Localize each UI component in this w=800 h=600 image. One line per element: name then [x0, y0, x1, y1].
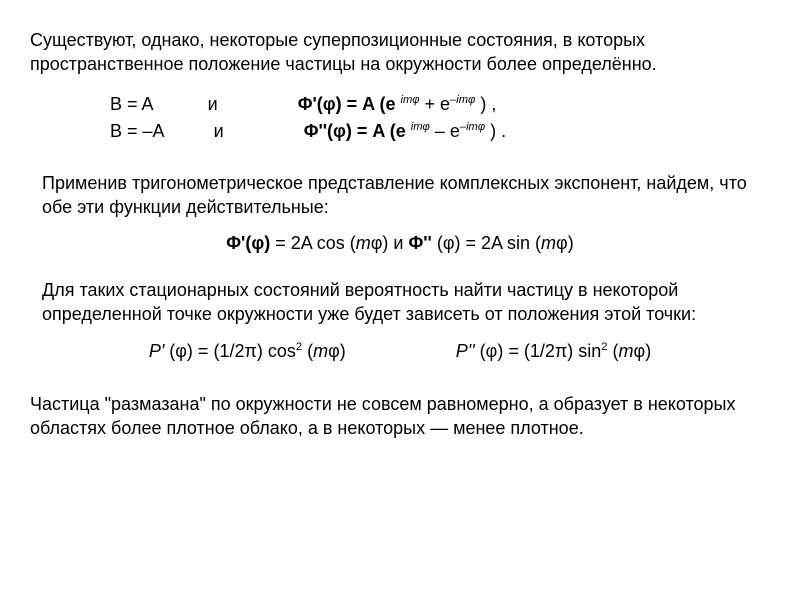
eq1-mid: + e	[420, 94, 451, 114]
paragraph-trig: Применив тригонометрическое представлени…	[42, 171, 770, 220]
prob1-open: (	[302, 341, 313, 361]
trig-m1: m	[356, 233, 371, 253]
page: Существуют, однако, некоторые суперпозиц…	[0, 0, 800, 600]
eq-line-2: B = –A и Φ''(φ) = A (e imφ – e–imφ ) .	[110, 118, 770, 145]
prob1-sym: P'	[149, 341, 164, 361]
eq2-exp2: –imφ	[460, 121, 485, 133]
paragraph-intro: Существуют, однако, некоторые суперпозиц…	[30, 28, 770, 77]
eq2-exp1: imφ	[411, 121, 430, 133]
trig-phi1: φ)	[371, 233, 389, 253]
eq1-spacer2	[223, 94, 293, 114]
eq1-phi-lead: Φ'(φ) = A (e	[298, 94, 401, 114]
eq-line-1: B = A и Φ'(φ) = A (e imφ + e–imφ ) ,	[110, 91, 770, 118]
eq1-tail: ) ,	[475, 94, 496, 114]
eq1-exp1: imφ	[400, 94, 419, 106]
eq1-lhs: B = A	[110, 94, 153, 114]
prob2-close: φ)	[634, 341, 652, 361]
equation-trig-forms: Φ'(φ) = 2A cos (mφ) и Φ'' (φ) = 2A sin (…	[30, 233, 770, 254]
equation-block-superposition: B = A и Φ'(φ) = A (e imφ + e–imφ ) , B =…	[110, 91, 770, 145]
eq2-mid: – e	[430, 121, 460, 141]
eq2-spacer	[169, 121, 209, 141]
prob2-open: (	[608, 341, 619, 361]
eq1-conj: и	[208, 94, 218, 114]
prob-right: P'' (φ) = (1/2π) sin2 (mφ)	[456, 341, 651, 362]
prob2-sym: P''	[456, 341, 475, 361]
eq2-lhs: B = –A	[110, 121, 164, 141]
eq2-phi-lead: Φ''(φ) = A (e	[304, 121, 411, 141]
prob1-close: φ)	[328, 341, 346, 361]
prob-left: P' (φ) = (1/2π) cos2 (mφ)	[149, 341, 346, 362]
trig-conj: и	[388, 233, 408, 253]
eq2-conj: и	[214, 121, 224, 141]
paragraph-conclusion: Частица "размазана" по окружности не сов…	[30, 392, 770, 441]
trig-phi2: φ)	[556, 233, 574, 253]
eq1-spacer	[158, 94, 203, 114]
eq2-spacer2	[229, 121, 299, 141]
prob2-m: m	[619, 341, 634, 361]
trig-p1-lead: Φ'(φ)	[226, 233, 270, 253]
trig-p1-eq: = 2A cos (	[270, 233, 356, 253]
prob1-m: m	[313, 341, 328, 361]
prob2-body: (φ) = (1/2π) sin	[475, 341, 602, 361]
trig-m2: m	[541, 233, 556, 253]
equation-probability: P' (φ) = (1/2π) cos2 (mφ) P'' (φ) = (1/2…	[30, 341, 770, 362]
paragraph-probability: Для таких стационарных состояний вероятн…	[42, 278, 770, 327]
trig-p2-lead: Φ''	[408, 233, 436, 253]
eq2-tail: ) .	[485, 121, 506, 141]
eq1-exp2: –imφ	[450, 94, 475, 106]
prob1-body: (φ) = (1/2π) cos	[164, 341, 296, 361]
trig-p2-eq: (φ) = 2A sin (	[437, 233, 541, 253]
